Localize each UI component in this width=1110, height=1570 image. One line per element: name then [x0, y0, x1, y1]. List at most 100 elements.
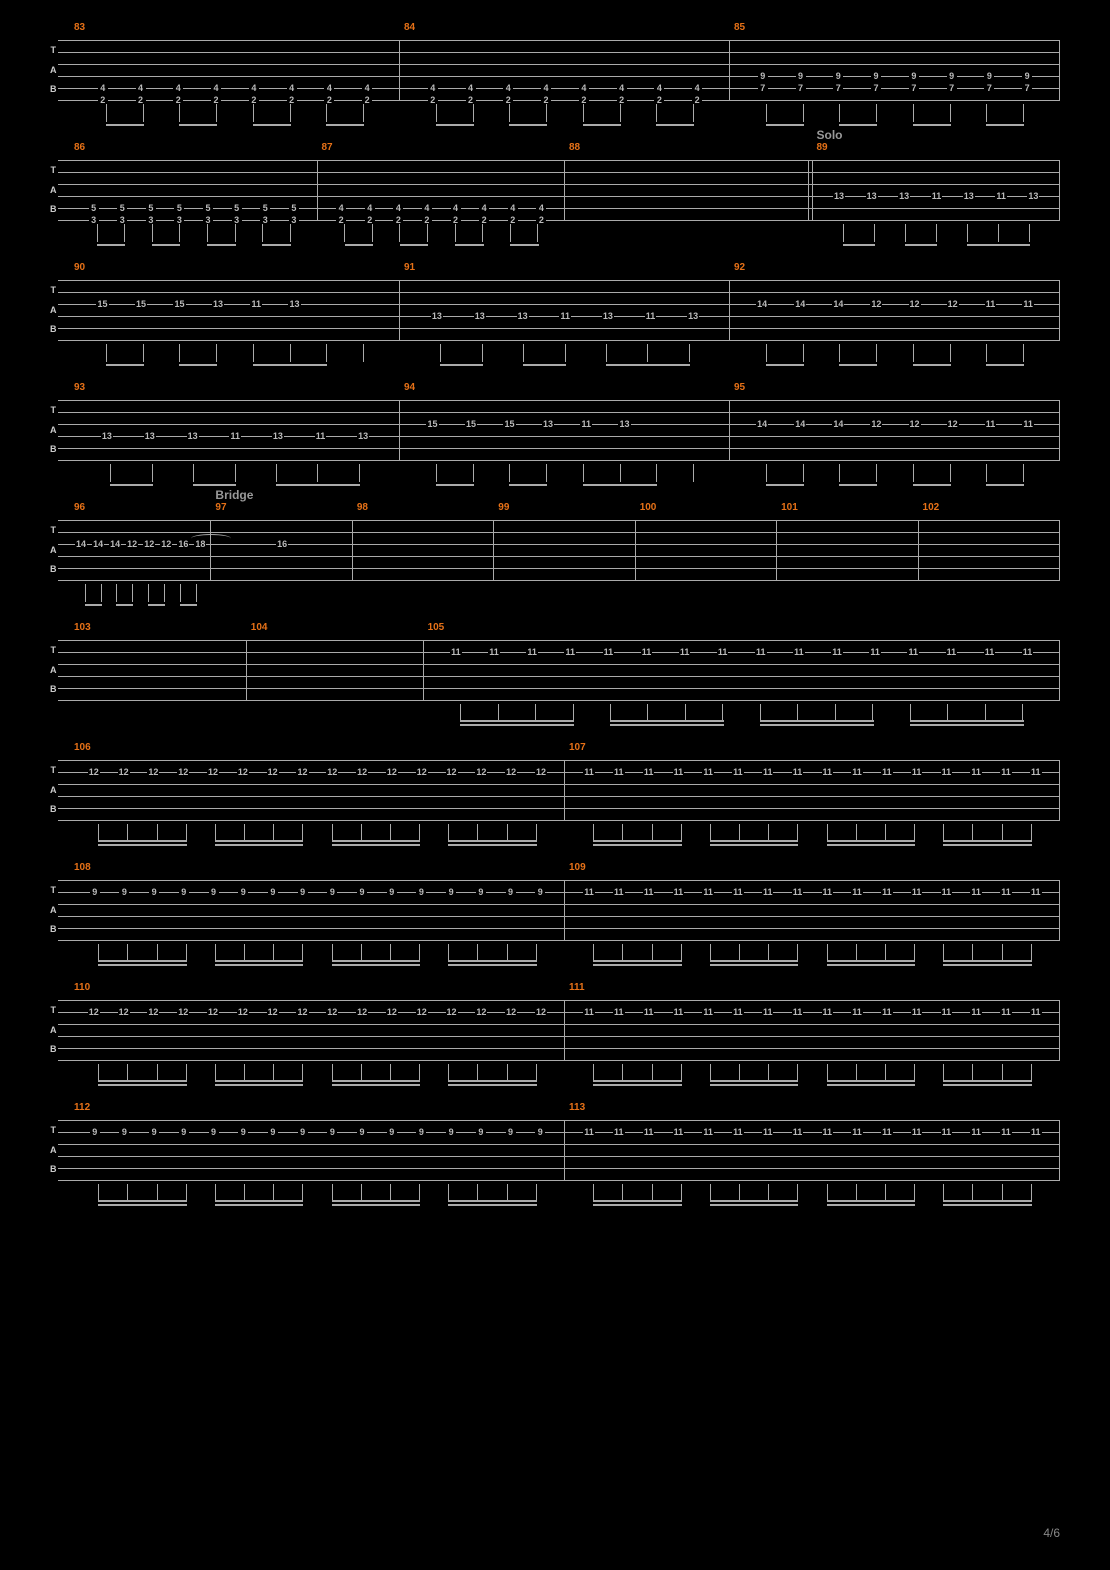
fret-number: 11	[946, 648, 958, 657]
fret-number: 13	[272, 432, 284, 441]
fret-number: 4	[336, 204, 346, 213]
fret-number: 13	[144, 432, 156, 441]
fret-number: 12	[207, 1008, 219, 1017]
fret-number: 13	[963, 192, 975, 201]
fret-number: 11	[1000, 888, 1012, 897]
fret-number: 12	[505, 768, 517, 777]
notes-row: 44444444	[318, 204, 566, 213]
tab-staff: TAB8655555555333333338744444444222222228…	[50, 160, 1060, 220]
measure-number: 87	[322, 142, 333, 153]
section-label: Bridge	[215, 488, 253, 502]
measure-number: 85	[734, 22, 745, 33]
fret-number: 12	[870, 300, 882, 309]
fret-number: 9	[268, 1128, 278, 1137]
fret-number: 9	[357, 888, 367, 897]
fret-number: 7	[758, 84, 768, 93]
measures-row: 1101212121212121212121212121212121211111…	[70, 982, 1060, 1092]
measure: 1089999999999999999	[70, 862, 565, 972]
beam-row	[813, 224, 1061, 246]
beam-row	[70, 944, 565, 966]
fret-number: 9	[535, 1128, 545, 1137]
measure: 921414141212121111	[730, 262, 1060, 372]
beam-row	[400, 104, 730, 126]
notes-row: 44444444	[400, 84, 730, 93]
fret-number: 7	[1022, 84, 1032, 93]
notes-row: 12121212121212121212121212121212	[70, 768, 565, 777]
fret-number: 9	[446, 1128, 456, 1137]
beam-row	[565, 1184, 1060, 1206]
measure-number: 97	[215, 502, 226, 513]
fret-number: 12	[535, 1008, 547, 1017]
fret-number: 11	[995, 192, 1007, 201]
fret-number: 12	[296, 1008, 308, 1017]
measure-number: 93	[74, 382, 85, 393]
fret-number: 11	[822, 888, 834, 897]
tab-indicator: TAB	[50, 160, 57, 220]
fret-number: 12	[147, 1008, 159, 1017]
fret-number: 11	[702, 888, 714, 897]
beam-row	[730, 464, 1060, 486]
fret-number: 11	[732, 1008, 744, 1017]
fret-number: 5	[146, 204, 156, 213]
beam-row	[565, 944, 1060, 966]
measure-number: 84	[404, 22, 415, 33]
measure-number: 104	[251, 622, 268, 633]
tab-page: TAB8344444444222222228444444444222222228…	[0, 0, 1110, 1570]
fret-number: 14	[832, 420, 844, 429]
measure: 951414141212121111	[730, 382, 1060, 492]
fret-number: 11	[911, 1008, 923, 1017]
measure: 94 15151513111300	[400, 382, 730, 492]
fret-number: 5	[203, 204, 213, 213]
fret-number: 12	[267, 1008, 279, 1017]
fret-number: 11	[851, 1128, 863, 1137]
measure-number: 103	[74, 622, 91, 633]
fret-number: 12	[160, 540, 172, 549]
fret-number: 9	[179, 1128, 189, 1137]
tab-indicator: TAB	[50, 880, 57, 940]
fret-number: 12	[446, 1008, 458, 1017]
fret-number: 11	[603, 648, 615, 657]
fret-number: 12	[356, 768, 368, 777]
fret-number: 12	[386, 1008, 398, 1017]
notes-row: 15151513111300	[400, 420, 730, 429]
fret-number: 4	[503, 84, 513, 93]
notes-row: 1414141212121618	[70, 540, 211, 549]
notes-row: 11111111111111111111111111111111	[565, 1008, 1060, 1017]
fret-number: 11	[762, 1128, 774, 1137]
fret-number: 7	[984, 84, 994, 93]
fret-number: 9	[909, 72, 919, 81]
fret-number: 11	[970, 888, 982, 897]
fret-number: 14	[92, 540, 104, 549]
beam-row	[565, 1064, 1060, 1086]
fret-number: 14	[794, 420, 806, 429]
fret-number: 11	[583, 768, 595, 777]
fret-number: 9	[476, 888, 486, 897]
notes-row: 00000000	[70, 312, 400, 321]
fret-number: 12	[237, 1008, 249, 1017]
fret-number: 5	[89, 204, 99, 213]
fret-number: 4	[211, 84, 221, 93]
fret-number: 15	[503, 420, 515, 429]
tab-system: TAB9313131311131113941515151311130095141…	[50, 400, 1060, 460]
measure-number: 99	[498, 502, 509, 513]
measure: 88	[565, 142, 813, 252]
fret-number: 9	[119, 1128, 129, 1137]
fret-number: 4	[428, 84, 438, 93]
fret-number: 11	[792, 768, 804, 777]
measure-number: 94	[404, 382, 415, 393]
measure-number: 91	[404, 262, 415, 273]
fret-number: 4	[365, 204, 375, 213]
fret-number: 11	[673, 1008, 685, 1017]
fret-number: 11	[526, 648, 538, 657]
fret-number: 9	[357, 1128, 367, 1137]
fret-number: 15	[135, 300, 147, 309]
measure: 11311111111111111111111111111111111	[565, 1102, 1060, 1212]
measure: 100	[636, 502, 777, 612]
measure: 10511111111111111111111111111111111	[424, 622, 1060, 732]
fret-number: 12	[947, 420, 959, 429]
measure: 101	[777, 502, 918, 612]
measure: 10711111111111111111111111111111111	[565, 742, 1060, 852]
fret-number: 11	[702, 1128, 714, 1137]
beam-row	[70, 344, 400, 366]
fret-number: 9	[387, 1128, 397, 1137]
